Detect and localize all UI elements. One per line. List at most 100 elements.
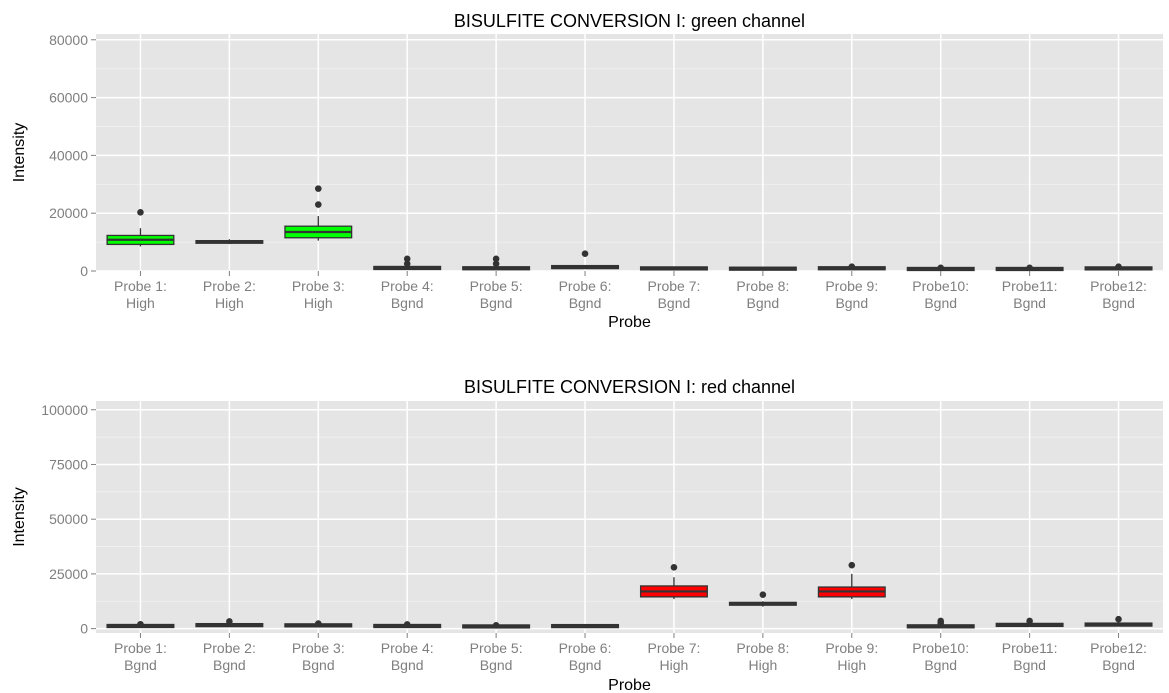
x-tick-label-line: Probe 8: <box>736 640 789 656</box>
x-axis-title: Probe <box>608 314 651 331</box>
outlier-point <box>1026 264 1033 272</box>
chart-title: BISULFITE CONVERSION I: green channel <box>454 11 805 31</box>
outlier-point <box>314 620 322 627</box>
x-tick-label-line: Bgnd <box>835 295 868 311</box>
x-tick-label-line: Bgnd <box>480 657 513 673</box>
outlier-point <box>226 618 233 625</box>
outlier-point <box>848 263 856 270</box>
box-plot-2 <box>195 618 264 628</box>
x-tick-label-line: Probe 2: <box>203 640 256 656</box>
x-tick-label-line: Probe 3: <box>292 640 345 656</box>
x-tick-label: Probe 6: Bgnd <box>559 640 612 673</box>
box-plot-11 <box>995 617 1064 628</box>
box-plot-4 <box>373 255 442 271</box>
x-tick-label-line: High <box>748 657 777 673</box>
box-plot-1 <box>106 209 175 247</box>
x-tick-label: Probe11: Bgnd <box>1002 640 1058 673</box>
x-tick-label-line: Probe 9: <box>825 278 878 294</box>
outlier-point <box>492 622 500 629</box>
x-tick-label-line: Bgnd <box>391 295 424 311</box>
x-tick-label-line: Probe 4: <box>381 640 434 656</box>
outlier-point <box>137 620 144 628</box>
outlier-point <box>759 591 767 598</box>
x-tick-label-line: High <box>660 657 689 673</box>
y-tick-label: 0 <box>80 621 88 637</box>
outlier-point <box>314 201 322 208</box>
outlier-point <box>848 561 856 569</box>
x-tick-label: Probe 9: Bgnd <box>825 278 878 311</box>
x-tick-label: Probe 5: Bgnd <box>470 278 523 311</box>
x-tick-label-line: Probe 3: <box>292 278 345 294</box>
box-plot-3 <box>284 620 353 628</box>
chart-title: BISULFITE CONVERSION I: red channel <box>464 377 795 397</box>
outlier-point <box>314 185 322 192</box>
x-tick-label-line: Bgnd <box>124 657 157 673</box>
x-tick-label-line: High <box>837 657 866 673</box>
y-tick-label: 60000 <box>49 90 88 106</box>
outlier-point <box>1115 263 1122 270</box>
y-tick-label: 40000 <box>49 147 88 163</box>
y-tick-label: 50000 <box>49 511 88 527</box>
x-tick-label-line: Probe 5: <box>470 640 523 656</box>
x-tick-label-line: Bgnd <box>1013 657 1046 673</box>
box-plot-8 <box>728 266 797 271</box>
x-tick-label: Probe 5: Bgnd <box>470 640 523 673</box>
y-axis-title: Intensity <box>11 487 28 547</box>
box-plot-8 <box>728 591 797 607</box>
x-tick-label: Probe 4: Bgnd <box>381 278 434 311</box>
x-tick-label: Probe 2: Bgnd <box>203 640 256 673</box>
outlier-point <box>492 260 500 268</box>
x-tick-label: Probe12: Bgnd <box>1090 640 1147 673</box>
box-plot-1 <box>106 620 175 629</box>
y-tick-label: 20000 <box>49 205 88 221</box>
box-plot-4 <box>373 621 442 629</box>
box-plot-10 <box>906 617 975 629</box>
x-tick-label-line: Bgnd <box>213 657 246 673</box>
box-plot-9 <box>817 561 886 600</box>
x-tick-label-line: High <box>304 295 333 311</box>
x-tick-label-line: High <box>215 295 244 311</box>
outlier-point <box>403 621 411 628</box>
x-tick-label: Probe 8: Bgnd <box>736 278 789 311</box>
x-tick-label-line: Probe 6: <box>559 278 612 294</box>
x-tick-label-line: Probe12: <box>1090 278 1147 294</box>
outlier-point <box>670 564 678 571</box>
x-tick-label-line: Probe 1: <box>114 278 167 294</box>
x-tick-label-line: Probe 1: <box>114 640 167 656</box>
x-tick-label-line: Bgnd <box>1102 657 1135 673</box>
x-tick-label: Probe 7: High <box>647 640 700 673</box>
x-tick-label: Probe 3: Bgnd <box>292 640 345 673</box>
box-plot-9 <box>817 263 886 271</box>
box-plot-6 <box>551 250 620 270</box>
x-tick-label-line: Probe10: <box>912 278 969 294</box>
x-tick-label: Probe12: Bgnd <box>1090 278 1147 311</box>
x-tick-label-line: Probe 4: <box>381 278 434 294</box>
box-plot-5 <box>462 255 531 271</box>
x-tick-label-line: Probe 7: <box>647 278 700 294</box>
box-plot-5 <box>462 622 531 629</box>
x-tick-label-line: Bgnd <box>569 295 602 311</box>
box-plot-12 <box>1084 263 1153 271</box>
box-plot-7 <box>639 266 708 271</box>
x-tick-label-line: Probe 8: <box>736 278 789 294</box>
outlier-point <box>403 260 411 268</box>
x-tick-label-line: Probe11: <box>1002 278 1058 294</box>
box-plot-2 <box>195 239 264 245</box>
outlier-point <box>581 250 589 257</box>
x-tick-label-line: Bgnd <box>302 657 335 673</box>
x-tick-label: Probe10: Bgnd <box>912 278 969 311</box>
x-tick-label-line: Bgnd <box>569 657 602 673</box>
y-tick-label: 0 <box>80 263 88 279</box>
plot-background <box>96 34 1163 271</box>
outlier-point <box>1115 615 1122 623</box>
x-tick-label-line: Probe 7: <box>647 640 700 656</box>
y-axis-title: Intensity <box>11 123 28 183</box>
y-tick-label: 100000 <box>41 402 88 418</box>
x-tick-label-line: Bgnd <box>480 295 513 311</box>
x-tick-label: Probe 7: Bgnd <box>647 278 700 311</box>
x-tick-label: Probe 6: Bgnd <box>559 278 612 311</box>
